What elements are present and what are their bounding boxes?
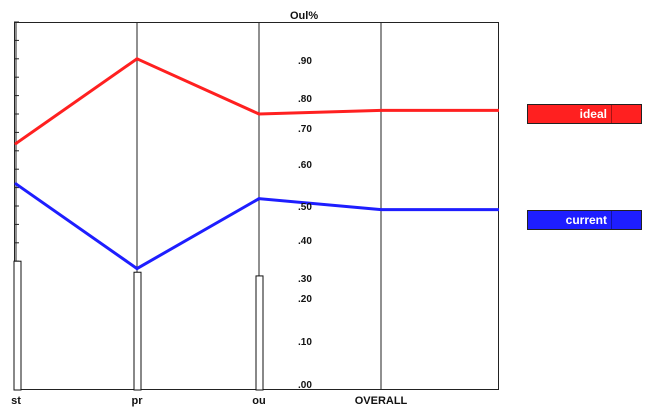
x-tick-label-st: st xyxy=(11,395,21,407)
point-current-overall xyxy=(379,208,383,212)
point-ideal-st xyxy=(14,141,18,145)
x-tick-label-overall: OVERALL xyxy=(354,395,408,407)
point-ideal-pr xyxy=(135,57,139,61)
point-ideal-overall xyxy=(379,108,383,112)
series-line-ideal xyxy=(15,57,499,145)
point-ideal-ou xyxy=(257,112,261,116)
bar-st xyxy=(13,260,22,391)
legend-swatch-current xyxy=(611,211,641,229)
legend-label-current: current xyxy=(565,213,607,227)
x-tick-label-ou: ou xyxy=(252,395,266,407)
y-tick-label: .60 xyxy=(298,160,312,171)
point-current-pr xyxy=(135,267,139,271)
legend-entry-current: current xyxy=(527,210,642,230)
point-current-ou xyxy=(257,197,261,201)
point-current-st xyxy=(14,182,18,186)
y-tick-label: .90 xyxy=(298,56,312,67)
legend-label-ideal: ideal xyxy=(579,107,607,121)
y-tick-label: .20 xyxy=(298,294,312,305)
bar-pr xyxy=(133,271,142,391)
legend-swatch-ideal xyxy=(611,105,641,123)
y-axis-top-label: Oul% xyxy=(290,10,319,22)
x-tick-label-pr: pr xyxy=(131,395,143,407)
y-tick-label: .70 xyxy=(298,124,312,135)
y-tick-label: .80 xyxy=(298,94,312,105)
y-tick-label: .10 xyxy=(298,337,312,348)
legend-entry-ideal: ideal xyxy=(527,104,642,124)
series-line-current xyxy=(15,182,499,271)
y-tick-label: .00 xyxy=(298,380,312,391)
y-tick-label: .40 xyxy=(298,236,312,247)
y-tick-label: .30 xyxy=(298,274,312,285)
bar-ou xyxy=(255,275,264,391)
y-tick-label: .50 xyxy=(298,202,312,213)
